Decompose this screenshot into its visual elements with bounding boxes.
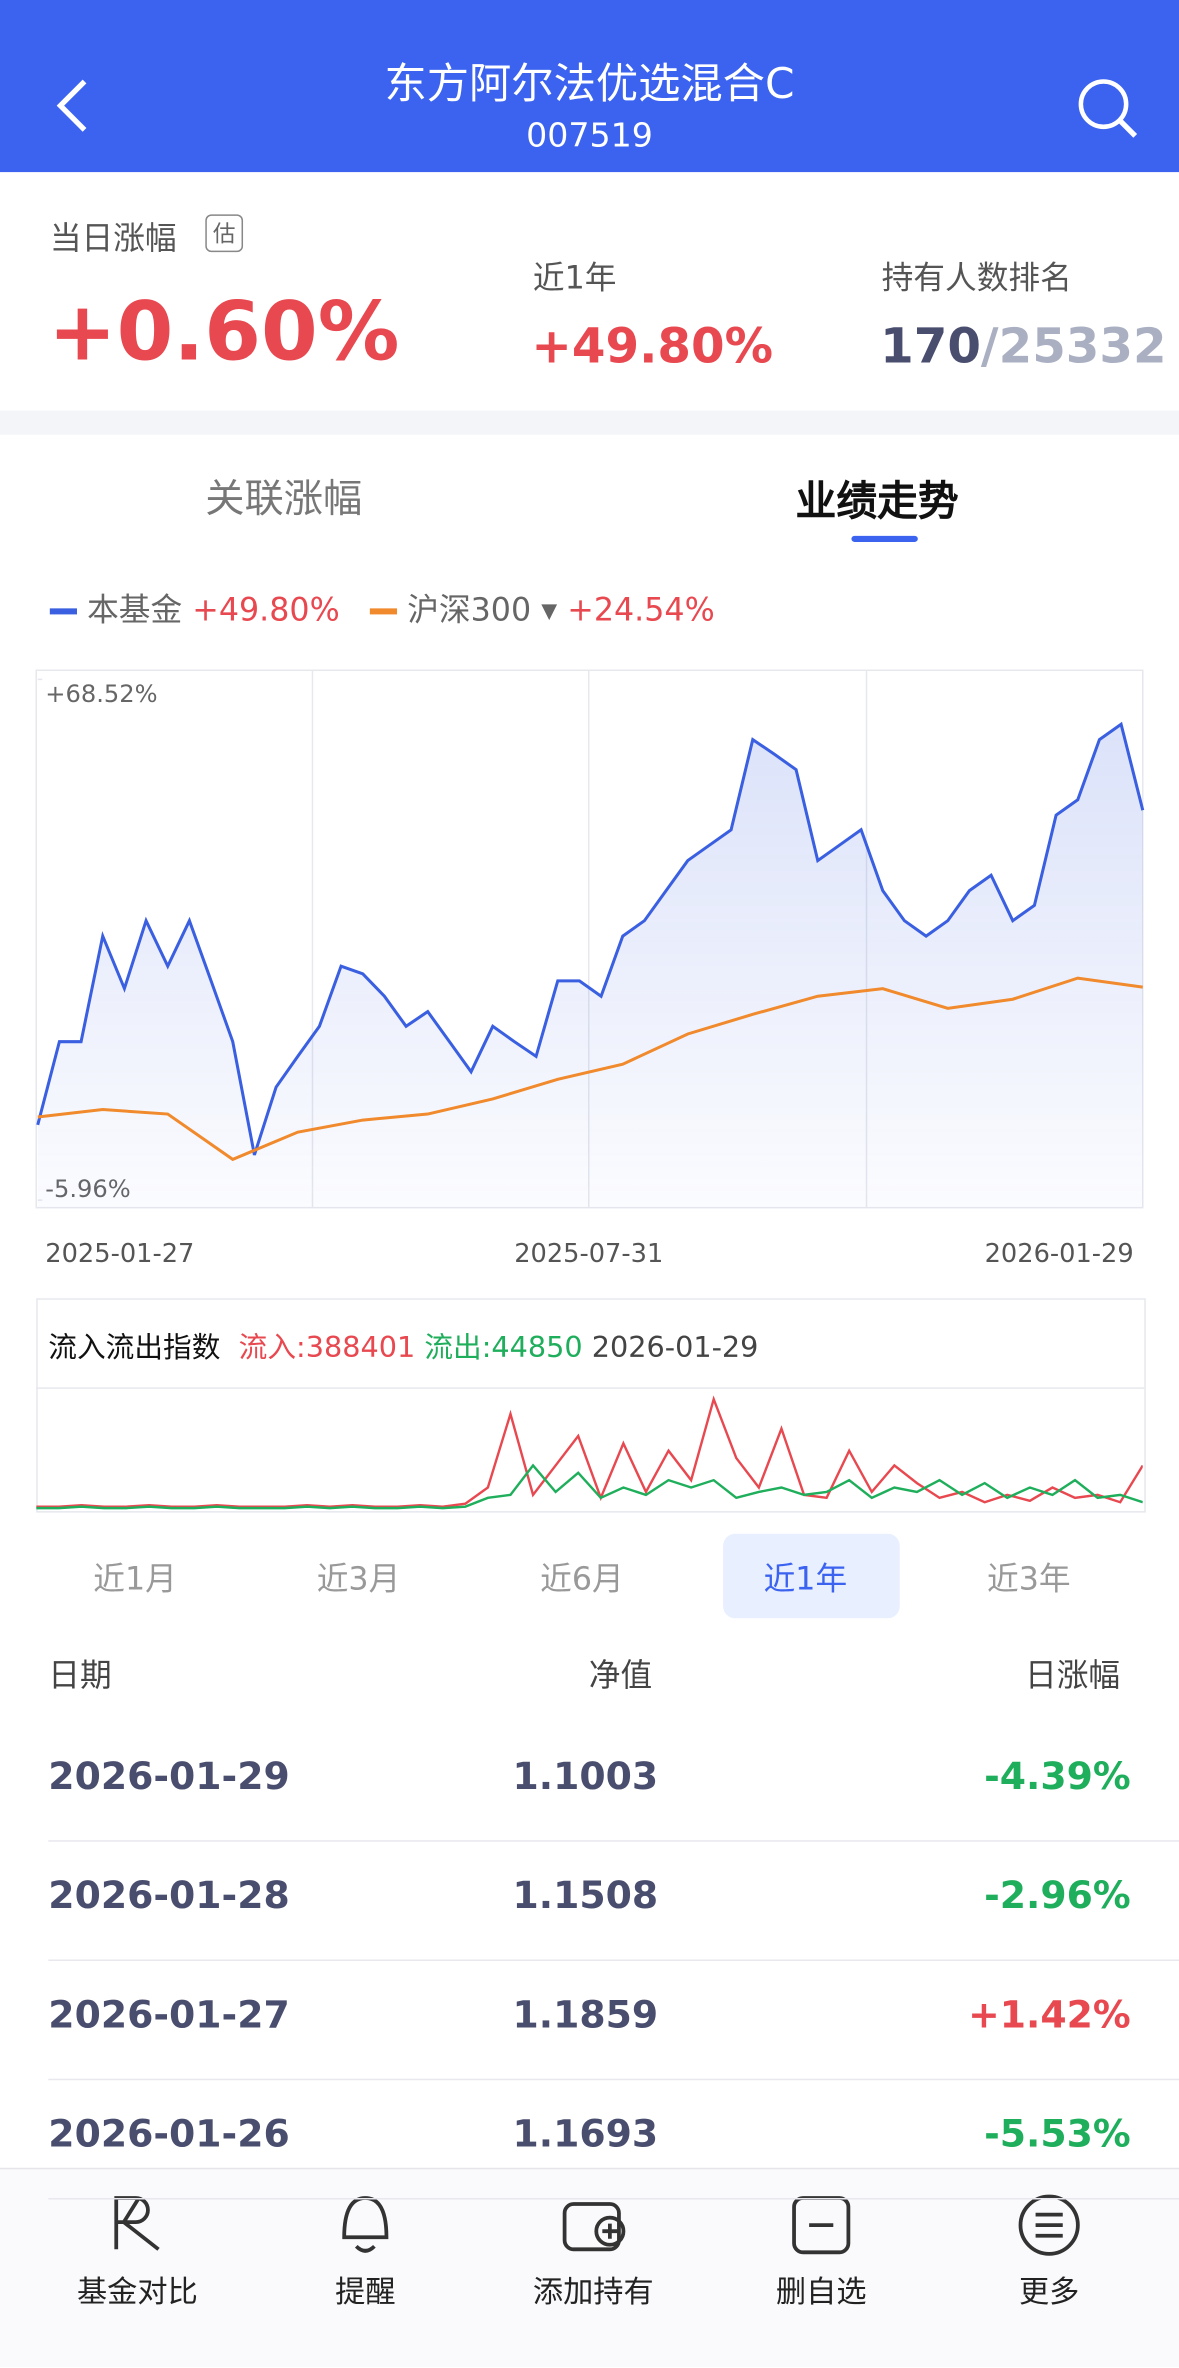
legend-value: +49.80% (192, 591, 340, 628)
legend-swatch (49, 608, 77, 615)
cell-date: 2026-01-27 (48, 1992, 290, 2037)
cell-nav: 1.1508 (512, 1873, 659, 1918)
period-tab[interactable]: 近3月 (316, 1560, 401, 1598)
col-header: 日期 (48, 1657, 112, 1694)
cell-nav: 1.1693 (512, 2111, 659, 2156)
label: 近1年 (532, 259, 617, 296)
period-active-bg (723, 1533, 900, 1619)
line (36, 721, 1145, 1156)
flow-date: 2026-01-29 (591, 1331, 759, 1365)
cell-nav: 1.1859 (512, 1992, 659, 2037)
flow-chart (36, 1395, 1143, 1510)
nav-item[interactable]: 提醒 (335, 2273, 396, 2310)
cell-change: +1.42% (968, 1992, 1131, 2037)
table-row: 2026-01-29 1.1003 -4.39% (48, 1721, 1179, 1842)
flow-line (36, 1463, 1143, 1510)
period-tab[interactable]: 近1年 (763, 1560, 848, 1598)
rank-total: /25332 (980, 317, 1167, 375)
flow-title: 流入流出指数 (48, 1331, 221, 1365)
table-row: 2026-01-27 1.1859 +1.42% (48, 1959, 1179, 2081)
legend-swatch (369, 608, 398, 615)
legend-label: 本基金 (87, 591, 183, 628)
cell-change: -5.53% (984, 2111, 1131, 2156)
x-tick-label: 2025-01-27 (45, 1239, 194, 1269)
rank: 170 (880, 317, 981, 375)
tab-indicator (851, 535, 918, 542)
search-button[interactable] (1075, 75, 1141, 141)
cell-date: 2026-01-26 (48, 2111, 290, 2156)
label: 当日涨幅 (49, 220, 177, 257)
label: 持有人数排名 (881, 259, 1072, 296)
flow-out: 流出:44850 (424, 1331, 583, 1365)
nav-item[interactable]: 更多 (1018, 2273, 1080, 2310)
cell-date: 2026-01-29 (48, 1754, 290, 1798)
col-header: 日涨幅 (1025, 1657, 1121, 1694)
period-tab[interactable]: 近6月 (540, 1560, 624, 1598)
flow-box (36, 1298, 1146, 1513)
x-tick-label: 2025-07-31 (514, 1239, 663, 1269)
y-tick-label: +68.52% (45, 680, 157, 708)
nav-icons (114, 2194, 1080, 2256)
fund-code: 007519 (526, 117, 653, 156)
nav-item[interactable]: 基金对比 (76, 2273, 198, 2310)
divider (0, 410, 1179, 435)
x-tick-label: 2026-01-29 (985, 1239, 1134, 1269)
tab[interactable]: 关联涨幅 (205, 477, 363, 523)
period-tab[interactable]: 近3年 (986, 1560, 1071, 1598)
cell-date: 2026-01-28 (48, 1873, 290, 1918)
cell-nav: 1.1003 (512, 1754, 659, 1798)
day-change: +0.60% (48, 283, 400, 379)
tab-active[interactable]: 业绩走势 (795, 478, 959, 526)
nav-item[interactable]: 删自选 (775, 2273, 867, 2310)
back-button[interactable] (51, 75, 96, 135)
bottom-nav (0, 2167, 1179, 2368)
legend-value: +24.54% (567, 591, 715, 628)
flow-in: 流入:388401 (238, 1331, 416, 1365)
flow-line (36, 1395, 1143, 1508)
area (37, 724, 1143, 1208)
legend-label: 沪深300 (407, 591, 532, 628)
line (37, 976, 1143, 1162)
year-change: +49.80% (531, 317, 774, 375)
col-header: 净值 (588, 1657, 653, 1694)
period-tab[interactable]: 近1月 (93, 1560, 177, 1598)
cell-change: -4.39% (984, 1754, 1131, 1798)
table-row: 2026-01-26 1.1693 -5.53% (48, 2079, 1179, 2200)
table-row: 2026-01-28 1.1508 -2.96% (48, 1840, 1179, 1961)
badge: 估 (205, 214, 244, 253)
nav-item[interactable]: 添加持有 (532, 2273, 654, 2310)
performance-chart: +68.52%-5.96%2025-01-272025-07-312026-01… (35, 669, 1145, 1269)
fund-title: 东方阿尔法优选混合C (384, 58, 795, 109)
cell-change: -2.96% (984, 1873, 1131, 1918)
header (0, 0, 1179, 173)
